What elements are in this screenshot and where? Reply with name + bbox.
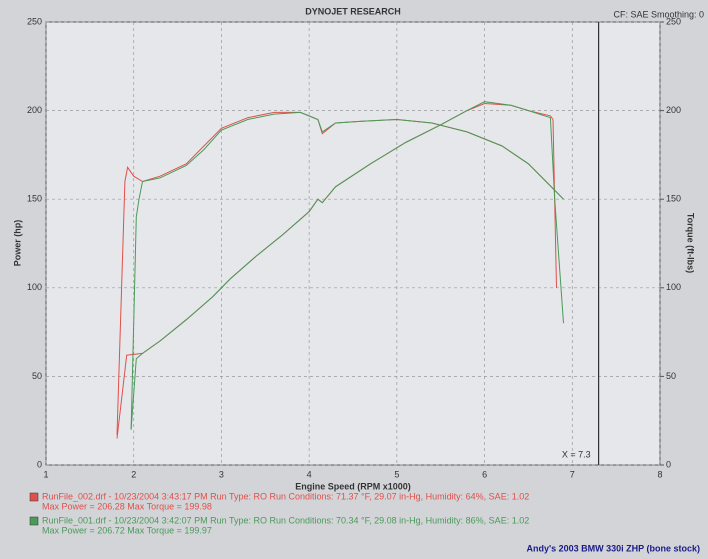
legend-swatch [29,516,39,526]
cursor-label: X = 7.3 [562,449,591,459]
x-axis-label: Engine Speed (RPM x1000) [295,481,411,491]
x-tick-label: 7 [570,469,575,479]
x-tick-label: 6 [482,469,487,479]
caption: Andy's 2003 BMW 330i ZHP (bone stock) [526,543,700,553]
x-tick-label: 4 [307,469,312,479]
plot-area [45,21,661,466]
chart-title: DYNOJET RESEARCH [305,6,401,16]
y-tick-label: 150 [27,194,42,204]
y-tick-label: 50 [32,371,42,381]
x-tick-label: 5 [394,469,399,479]
x-tick-label: 1 [43,469,48,479]
y2-tick-label: 100 [666,282,681,292]
y2-tick-label: 50 [666,371,676,381]
y2-axis-label: Torque (ft-lbs) [686,213,696,273]
y2-tick-label: 150 [666,194,681,204]
data-line [130,111,564,430]
x-tick-label: 3 [219,469,224,479]
legend-text: RunFile_002.drf - 10/23/2004 3:43:17 PM … [42,491,529,501]
data-line [130,101,564,430]
legend-max: Max Power = 206.28 Max Torque = 199.98 [42,501,212,511]
y2-tick-label: 0 [666,459,671,469]
legend-max: Max Power = 206.72 Max Torque = 199.97 [42,525,212,535]
y-tick-label: 0 [37,459,42,469]
x-tick-label: 2 [131,469,136,479]
legend-text: RunFile_001.drf - 10/23/2004 3:42:07 PM … [42,515,529,525]
y-tick-label: 100 [27,282,42,292]
y2-tick-label: 250 [666,16,681,26]
y-tick-label: 250 [27,16,42,26]
legend-swatch [29,492,39,502]
subtitle: CF: SAE Smoothing: 0 [613,9,704,19]
y-tick-label: 200 [27,105,42,115]
y2-tick-label: 200 [666,105,681,115]
x-tick-label: 8 [657,469,662,479]
y-axis-label: Power (hp) [12,220,22,267]
